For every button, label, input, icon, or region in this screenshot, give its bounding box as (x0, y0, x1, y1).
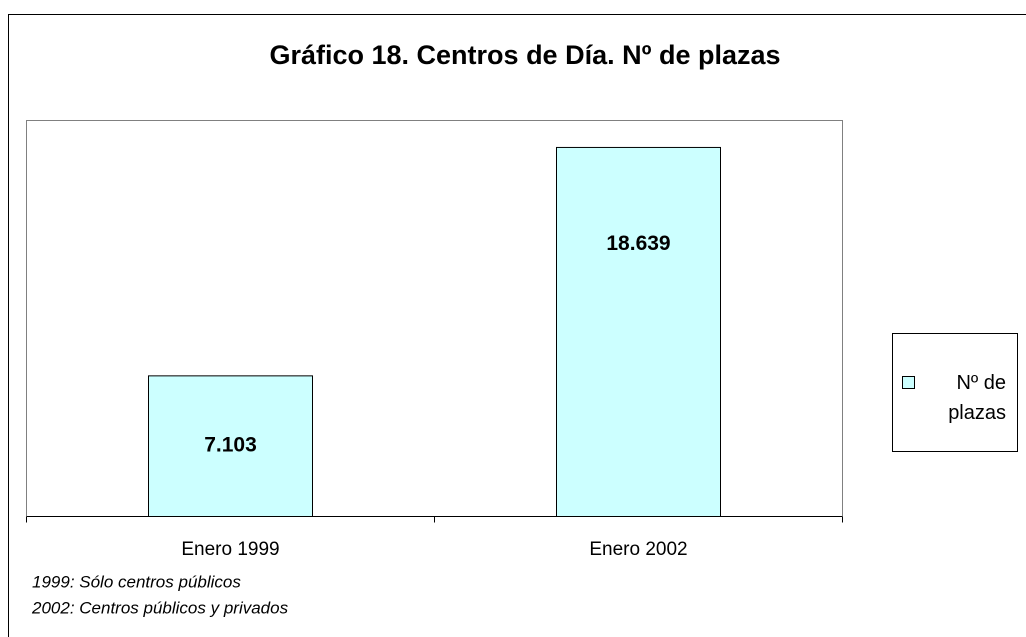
bar (148, 375, 313, 517)
x-tick-label: Enero 2002 (589, 539, 687, 560)
plot-area (26, 120, 843, 516)
legend-label: Nº de plazas (948, 372, 1006, 424)
x-tick-label: Enero 1999 (181, 539, 279, 560)
data-label: 18.639 (606, 232, 670, 255)
data-label: 7.103 (204, 434, 257, 457)
note: 2002: Centros públicos y privados (31, 598, 289, 617)
bar (556, 146, 721, 517)
chart-frame (8, 14, 1026, 637)
note: 1999: Sólo centros públicos (32, 572, 241, 591)
legend (892, 333, 1018, 452)
chart-title: Gráfico 18. Centros de Día. Nº de plazas (269, 40, 780, 70)
legend-swatch (902, 376, 915, 389)
